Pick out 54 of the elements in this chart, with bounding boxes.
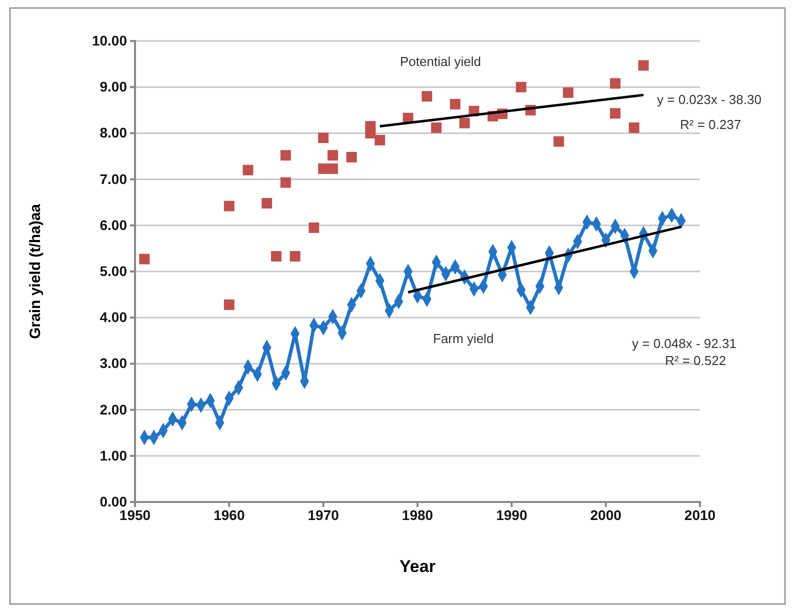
point xyxy=(328,150,338,161)
y-tick-label: 1.00 xyxy=(100,447,128,464)
point xyxy=(422,91,432,102)
y-tick-label: 8.00 xyxy=(100,124,128,141)
point xyxy=(318,163,329,174)
point xyxy=(328,163,338,174)
x-tick-label: 1980 xyxy=(402,506,434,523)
point xyxy=(280,177,291,188)
point xyxy=(290,251,300,262)
point xyxy=(450,98,460,110)
point xyxy=(628,122,640,133)
y-axis-title: Grain yield (t/ha)aa xyxy=(27,203,44,340)
point xyxy=(374,134,386,146)
annotation: y = 0.023x - 38.30 xyxy=(657,92,762,108)
x-tick-label: 1950 xyxy=(119,506,151,523)
y-tick-label: 0.00 xyxy=(100,493,128,510)
x-tick-label: 2010 xyxy=(684,506,716,523)
y-tick-label: 6.00 xyxy=(100,216,128,233)
annotation: Farm yield xyxy=(433,331,494,346)
point xyxy=(224,299,234,310)
y-tick-label: 5.00 xyxy=(100,262,128,279)
point xyxy=(139,254,150,264)
point xyxy=(271,251,282,262)
y-tick-label: 9.00 xyxy=(100,78,128,95)
point xyxy=(262,198,272,209)
y-tick-label: 4.00 xyxy=(100,309,128,326)
y-tick-label: 3.00 xyxy=(100,355,128,372)
point xyxy=(224,200,234,212)
point xyxy=(562,87,574,98)
point xyxy=(308,222,320,233)
point xyxy=(610,108,620,119)
x-tick-label: 1970 xyxy=(308,506,340,523)
point xyxy=(365,128,376,138)
point xyxy=(280,150,291,161)
y-tick-label: 7.00 xyxy=(100,170,128,187)
point xyxy=(242,164,254,176)
y-tick-label: 2.00 xyxy=(100,401,128,418)
point xyxy=(638,60,649,71)
point xyxy=(516,82,526,92)
point xyxy=(610,78,620,89)
point xyxy=(431,122,442,133)
point xyxy=(318,132,329,144)
annotation: y = 0.048x - 92.31 xyxy=(632,336,736,352)
x-tick-label: 2000 xyxy=(590,506,622,523)
annotation: R² = 0.237 xyxy=(680,117,742,132)
annotation: Potential yield xyxy=(400,54,481,70)
point xyxy=(554,136,564,147)
x-tick-label: 1960 xyxy=(214,506,245,523)
point xyxy=(346,152,357,162)
annotation: R² = 0.522 xyxy=(665,353,726,368)
point xyxy=(459,118,470,128)
x-tick-label: 1990 xyxy=(496,506,528,523)
y-tick-label: 10.00 xyxy=(92,32,128,48)
x-axis-title: Year xyxy=(400,557,436,576)
